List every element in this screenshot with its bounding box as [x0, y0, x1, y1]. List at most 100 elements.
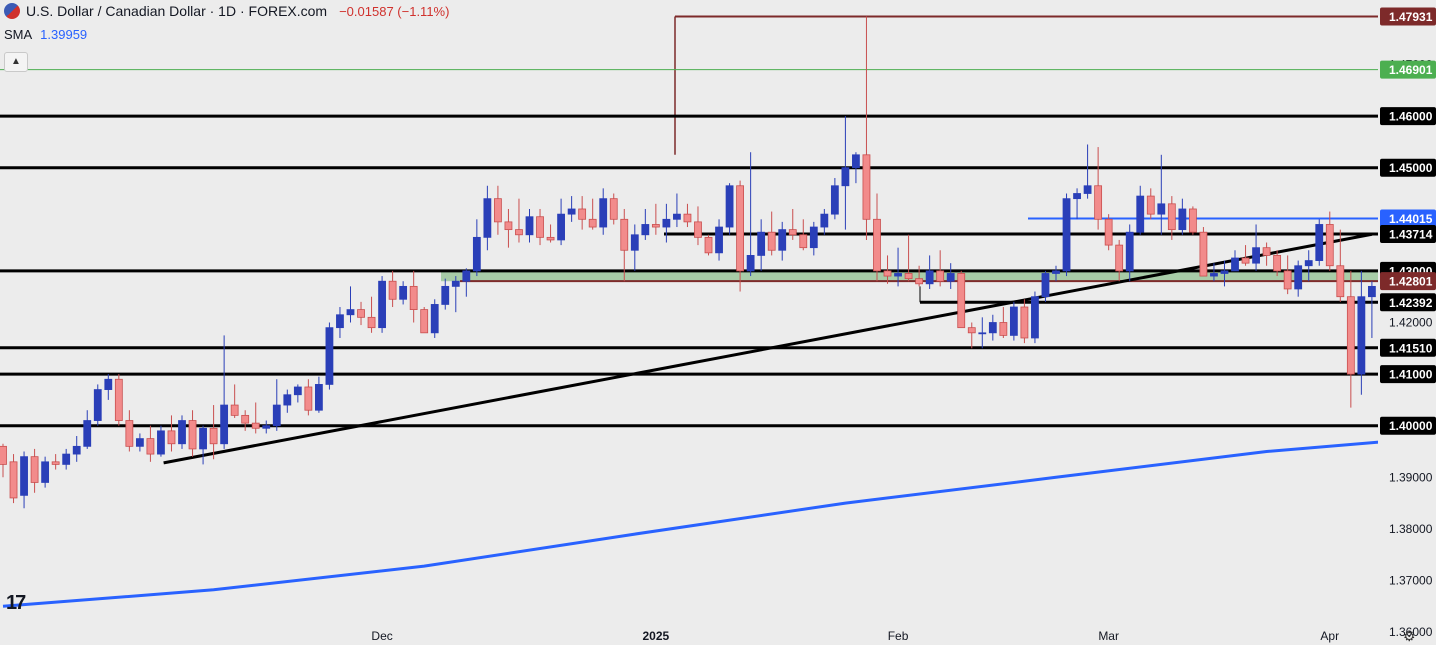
price-tag-1.40000: [1380, 416, 1436, 435]
price-tag-label: 1.42392: [1389, 296, 1433, 310]
candle-body-90: [946, 273, 955, 282]
candle-body-12: [125, 420, 134, 447]
candle-body-98: [1031, 296, 1039, 339]
candle-body-83: [873, 218, 881, 272]
candle-body-76: [799, 234, 808, 249]
sma-legend[interactable]: SMA 1.39959: [4, 27, 87, 42]
candle-body-18: [188, 420, 197, 450]
candle-body-49: [515, 229, 523, 236]
price-tag-1.42801: [1380, 272, 1436, 291]
candle-body-129: [1357, 296, 1366, 375]
candle-body-85: [894, 273, 902, 277]
candle-body-91: [957, 273, 966, 329]
candle-body-50: [525, 216, 534, 236]
candle-body-95: [999, 322, 1008, 336]
candle-body-121: [1273, 255, 1282, 272]
candle-body-56: [588, 218, 597, 228]
candle-body-25: [262, 425, 271, 429]
candle-body-17: [178, 420, 186, 445]
price-tag-1.47931: [1380, 7, 1436, 26]
candle-body-117: [1231, 257, 1239, 272]
candle-body-29: [304, 386, 313, 411]
x-tick-label: 2025: [643, 629, 670, 643]
candle-body-122: [1283, 270, 1292, 290]
price-tag-1.44015: [1380, 209, 1436, 228]
candle-body-33: [346, 309, 355, 316]
candle-body-35: [367, 316, 376, 329]
candle-body-99: [1041, 273, 1050, 298]
candle-body-119: [1252, 247, 1260, 264]
x-tick-label: Dec: [371, 629, 392, 643]
candle-body-44: [462, 270, 471, 282]
candle-body-40: [420, 309, 429, 334]
candle-body-81: [852, 154, 860, 169]
sma-line: [2, 435, 1436, 608]
candle-body-20: [209, 427, 218, 445]
sma-value: 1.39959: [40, 27, 88, 42]
candle-body-19: [199, 427, 207, 450]
candle-body-52: [546, 236, 555, 241]
candle-body-126: [1325, 224, 1334, 267]
candle-body-75: [788, 229, 797, 236]
candle-body-109: [1146, 195, 1155, 215]
candle-body-0: [0, 445, 7, 465]
candle-body-46: [483, 198, 492, 238]
candle-body-57: [599, 198, 608, 228]
chevron-up-icon[interactable]: ▲: [4, 52, 28, 72]
candle-body-13: [135, 438, 144, 447]
x-tick-label: Apr: [1320, 629, 1339, 643]
candle-body-63: [662, 218, 671, 228]
price-tag-label: 1.42801: [1389, 275, 1433, 289]
candle-body-47: [494, 198, 502, 223]
candle-body-74: [778, 229, 787, 251]
candle-body-28: [293, 386, 302, 396]
candle-body-68: [715, 226, 723, 254]
candle-body-120: [1262, 247, 1271, 256]
candle-body-71: [746, 255, 755, 272]
candle-body-107: [1125, 231, 1134, 272]
candle-body-61: [641, 224, 650, 236]
candle-body-59: [620, 218, 629, 251]
candle-body-92: [967, 327, 976, 334]
candle-body-82: [862, 154, 871, 220]
trendline: [163, 232, 1373, 465]
candle-body-48: [504, 221, 513, 231]
candle-body-108: [1136, 195, 1145, 233]
candle-body-102: [1073, 193, 1081, 200]
price-tag-1.45000: [1380, 158, 1436, 177]
candle-body-130: [1368, 285, 1376, 298]
candle-body-89: [936, 270, 945, 282]
price-tag-1.46901: [1380, 60, 1436, 79]
candle-body-21: [220, 404, 229, 445]
candle-body-23: [241, 414, 250, 424]
candle-body-27: [283, 394, 292, 406]
candle-body-14: [146, 438, 155, 455]
candle-body-106: [1115, 244, 1124, 272]
candle-body-43: [451, 280, 460, 287]
y-tick-label: 1.36000: [1389, 625, 1433, 639]
candle-body-22: [230, 404, 239, 416]
candle-body-97: [1020, 306, 1029, 339]
candle-body-58: [609, 198, 618, 220]
candle-body-16: [167, 430, 176, 445]
gear-icon[interactable]: ⚙: [1403, 628, 1416, 644]
candle-body-45: [472, 236, 481, 272]
candle-body-11: [114, 378, 123, 421]
price-tag-label: 1.46000: [1389, 110, 1433, 124]
candle-body-124: [1304, 260, 1313, 267]
candle-body-66: [694, 221, 702, 238]
x-tick-label: Feb: [888, 629, 909, 643]
candle-body-112: [1178, 208, 1187, 231]
symbol-title[interactable]: U.S. Dollar / Canadian Dollar · 1D · FOR…: [26, 3, 328, 19]
candle-body-38: [399, 285, 408, 300]
candle-body-55: [578, 208, 587, 220]
y-tick-label: 1.37000: [1389, 574, 1433, 588]
candle-body-41: [430, 304, 439, 334]
price-tag-label: 1.47931: [1389, 10, 1433, 24]
candle-body-37: [388, 280, 397, 300]
candle-body-94: [988, 322, 997, 334]
candle-body-100: [1052, 270, 1060, 274]
price-tag-1.43714: [1380, 225, 1436, 244]
chart-header: U.S. Dollar / Canadian Dollar · 1D · FOR…: [4, 3, 449, 19]
candle-body-62: [651, 224, 660, 228]
